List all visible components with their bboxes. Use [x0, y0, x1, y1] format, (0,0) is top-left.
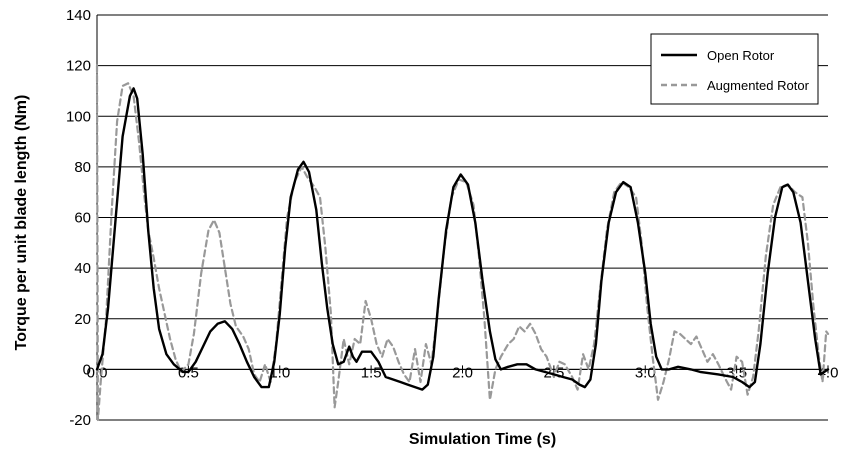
y-tick-label: 40 [74, 260, 91, 277]
legend-box [650, 33, 819, 105]
y-tick-label: 100 [66, 108, 91, 125]
legend: Open Rotor Augmented Rotor [650, 33, 819, 105]
x-axis-title: Simulation Time (s) [409, 431, 556, 448]
legend-label-open-rotor: Open Rotor [707, 48, 775, 63]
legend-label-augmented-rotor: Augmented Rotor [707, 78, 810, 93]
y-axis-title: Torque per unit blade length (Nm) [13, 95, 30, 351]
y-tick-label: 0 [83, 361, 91, 378]
y-tick-label: 60 [74, 210, 91, 227]
x-tick-labels: 0.0 0.5 1.0 1.5 2.0 2.5 3.0 3.5 4.0 [87, 364, 839, 381]
x-tick-label: 1.5 [361, 364, 382, 381]
y-tick-label: -20 [69, 412, 91, 429]
x-tick-label: 1.0 [269, 364, 290, 381]
series-lines [95, 64, 830, 422]
series-line-open-rotor [95, 87, 830, 391]
y-tick-label: 80 [74, 159, 91, 176]
y-tick-label: 120 [66, 58, 91, 75]
y-tick-label: 140 [66, 7, 91, 24]
y-tick-label: 20 [74, 311, 91, 328]
y-tick-labels: -20 0 20 40 60 80 100 120 140 [66, 7, 91, 429]
x-tick-label: 3.0 [635, 364, 656, 381]
x-tick-label: 2.0 [452, 364, 473, 381]
